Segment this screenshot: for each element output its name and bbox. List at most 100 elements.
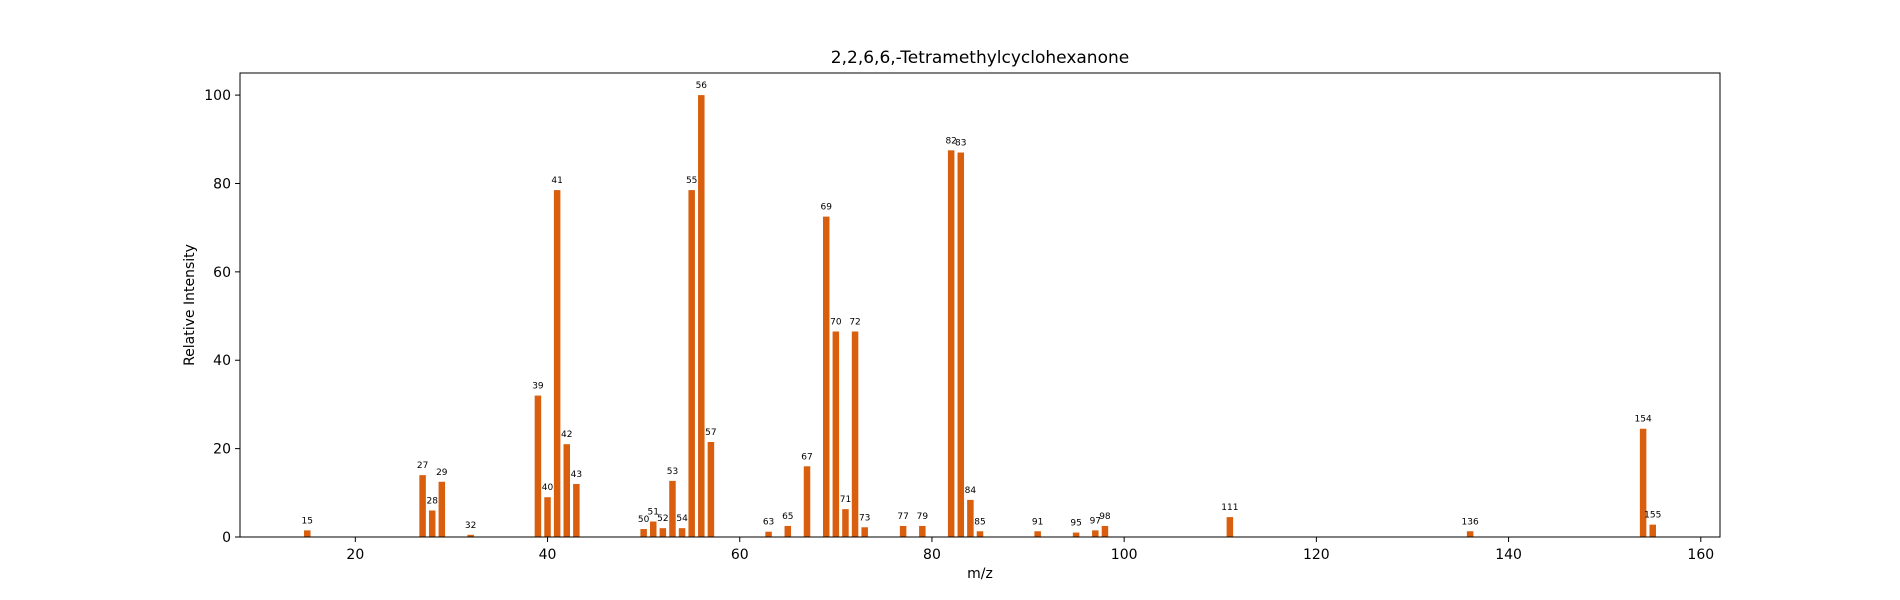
bar-mz-154 [1639, 428, 1647, 537]
x-tick-label-120: 120 [1303, 547, 1330, 563]
peak-label-72: 72 [849, 318, 860, 328]
bar-mz-70 [832, 331, 840, 537]
bar-mz-97 [1092, 530, 1099, 537]
peak-label-57: 57 [705, 428, 716, 438]
peak-label-43: 43 [571, 470, 582, 480]
bar-mz-155 [1649, 524, 1656, 537]
bar-mz-85 [976, 531, 984, 537]
bar-mz-72 [851, 331, 859, 537]
y-axis-label: Relative Intensity [182, 244, 198, 366]
peak-label-63: 63 [763, 518, 774, 528]
bar-mz-40 [544, 497, 551, 537]
peak-label-154: 154 [1635, 415, 1652, 425]
bar-mz-29 [438, 481, 446, 537]
bar-mz-51 [650, 521, 657, 537]
peak-label-77: 77 [897, 512, 908, 522]
bar-mz-65 [784, 525, 792, 537]
peak-label-82: 82 [945, 136, 956, 146]
y-tick-label-0: 0 [222, 530, 231, 546]
bar-mz-54 [678, 528, 686, 537]
peak-label-84: 84 [965, 486, 977, 496]
peak-label-85: 85 [974, 517, 985, 527]
y-tick-label-40: 40 [213, 353, 231, 369]
bar-mz-53 [669, 480, 676, 537]
y-tick-label-100: 100 [204, 88, 231, 104]
peak-label-70: 70 [830, 318, 842, 328]
peak-label-95: 95 [1070, 519, 1081, 529]
peak-label-56: 56 [696, 81, 708, 91]
peak-label-27: 27 [417, 461, 428, 471]
peak-label-41: 41 [551, 176, 562, 186]
bar-mz-69 [822, 216, 830, 537]
x-tick-label-160: 160 [1687, 547, 1714, 563]
x-tick-label-80: 80 [923, 547, 941, 563]
y-tick-label-80: 80 [213, 176, 231, 192]
peak-label-55: 55 [686, 176, 697, 186]
bar-mz-52 [659, 528, 667, 537]
bar-mz-136 [1466, 531, 1474, 537]
bar-mz-82 [947, 150, 955, 537]
peak-label-54: 54 [676, 514, 688, 524]
peak-label-29: 29 [436, 468, 448, 478]
chart-title: 2,2,6,6,-Tetramethylcyclohexanone [831, 48, 1129, 68]
bar-mz-27 [419, 475, 426, 537]
bar-mz-43 [573, 483, 580, 537]
peak-label-97: 97 [1090, 516, 1101, 526]
peak-label-52: 52 [657, 514, 668, 524]
bar-mz-39 [534, 395, 542, 537]
peak-label-28: 28 [426, 496, 438, 506]
bar-mz-41 [553, 190, 561, 537]
peak-label-136: 136 [1462, 517, 1479, 527]
peak-label-39: 39 [532, 382, 544, 392]
peak-label-69: 69 [821, 203, 833, 213]
bar-mz-91 [1034, 531, 1041, 537]
y-axis-ticks: 0 20 40 60 80 100 [204, 88, 240, 546]
bar-mz-15 [304, 530, 311, 537]
peak-label-83: 83 [955, 139, 966, 149]
peak-label-42: 42 [561, 430, 572, 440]
bar-mz-83 [957, 152, 965, 538]
x-axis-ticks: 20 40 60 80 100 120 140 160 [346, 537, 1714, 563]
peak-label-79: 79 [917, 512, 929, 522]
bar-mz-84 [967, 499, 974, 537]
peak-label-53: 53 [667, 467, 678, 477]
peak-label-98: 98 [1099, 512, 1111, 522]
x-tick-label-20: 20 [346, 547, 364, 563]
x-tick-label-100: 100 [1111, 547, 1138, 563]
x-tick-label-40: 40 [539, 547, 557, 563]
peak-label-111: 111 [1221, 503, 1238, 513]
peak-label-50: 50 [638, 515, 650, 525]
peak-label-71: 71 [840, 495, 851, 505]
bar-mz-95 [1072, 532, 1080, 537]
peak-label-32: 32 [465, 521, 476, 531]
bar-mz-42 [563, 444, 570, 537]
bar-mz-67 [803, 466, 811, 537]
y-tick-label-20: 20 [213, 442, 231, 458]
bar-mz-71 [842, 509, 849, 537]
x-tick-label-60: 60 [731, 547, 749, 563]
bar-mz-111 [1226, 517, 1234, 537]
peak-label-40: 40 [542, 483, 554, 493]
bar-mz-77 [899, 525, 907, 537]
bar-mz-73 [861, 527, 868, 537]
bar-mz-28 [428, 510, 436, 537]
bar-mz-63 [765, 531, 772, 537]
x-tick-label-140: 140 [1495, 547, 1522, 563]
peak-label-67: 67 [801, 452, 812, 462]
x-axis-label: m/z [967, 566, 993, 582]
peak-label-15: 15 [302, 516, 313, 526]
peak-label-155: 155 [1644, 511, 1661, 521]
peak-label-73: 73 [859, 513, 870, 523]
bar-mz-98 [1101, 525, 1109, 537]
peak-label-65: 65 [782, 512, 793, 522]
bars-layer [304, 95, 1656, 538]
bar-mz-50 [640, 529, 647, 537]
plot-frame [239, 72, 1721, 538]
bar-mz-79 [919, 525, 926, 537]
bar-mz-55 [688, 190, 695, 537]
y-tick-label-60: 60 [213, 265, 231, 281]
peak-label-91: 91 [1032, 517, 1043, 527]
bar-mz-56 [698, 95, 705, 537]
